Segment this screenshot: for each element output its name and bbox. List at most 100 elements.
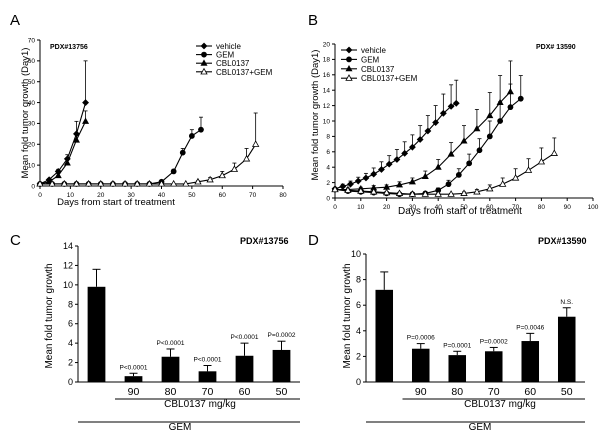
panel-b-point xyxy=(499,180,507,187)
panel-b-point xyxy=(370,170,378,178)
panel-b-point xyxy=(408,143,416,151)
panel-a-y-tick-label: 30 xyxy=(28,121,36,128)
panel-b-point xyxy=(401,149,409,157)
panel-c-pvalue: P<0.0001 xyxy=(193,356,221,363)
panel-c-y-tick-label: 0 xyxy=(68,377,73,387)
panel-d-pvalue: P=0.0002 xyxy=(480,338,508,345)
panel-b-y-tick-label: 4 xyxy=(326,165,330,172)
panel-b-y-tick-label: 16 xyxy=(323,72,331,79)
panel-a-point xyxy=(48,179,56,187)
panel-c-category-label: 60 xyxy=(239,386,251,398)
panel-b-x-tick-label: 70 xyxy=(512,204,520,211)
panel-d-pvalue: P=0.0001 xyxy=(443,342,471,349)
panel-b-point xyxy=(447,190,455,197)
panel-a-x-tick-label: 0 xyxy=(38,192,42,199)
panel-b-point xyxy=(486,184,494,192)
panel-b-x-tick-label: 10 xyxy=(357,204,365,211)
panel-c-bar xyxy=(87,286,106,382)
panel-a-point xyxy=(82,99,89,106)
panel-a-point xyxy=(188,133,195,139)
panel-a-point xyxy=(109,179,117,187)
panel-a-point xyxy=(84,179,93,187)
panel-b-y-tick-label: 8 xyxy=(326,134,330,141)
panel-d-y-tick-label: 0 xyxy=(356,377,361,387)
panel-b-point xyxy=(496,98,504,106)
panel-b-y-tick-label: 2 xyxy=(326,180,330,187)
panel-b-point xyxy=(424,127,432,135)
panel-d-ylabel: Mean fold tumor growth xyxy=(342,263,353,368)
panel-c-pvalue: P<0.0001 xyxy=(230,334,258,341)
panel-d-label: D xyxy=(308,232,319,249)
panel-c-annotation: PDX#13756 xyxy=(240,236,289,246)
panel-b-point xyxy=(339,183,347,190)
panel-c-pvalue: P<0.0001 xyxy=(119,364,147,371)
panel-b-point xyxy=(354,177,362,185)
panel-c-label: C xyxy=(10,232,21,249)
panel-a-y-tick-label: 70 xyxy=(28,37,36,44)
panel-c-y-tick-label: 12 xyxy=(63,260,73,270)
panel-c-y-tick-label: 8 xyxy=(68,299,73,309)
panel-a-y-tick-label: 10 xyxy=(28,162,36,169)
panel-c-y-tick-label: 10 xyxy=(63,280,73,290)
panel-b-legend-marker xyxy=(345,46,353,54)
panel-a-x-tick-label: 20 xyxy=(97,192,105,199)
panel-b-y-tick-label: 10 xyxy=(323,118,331,125)
panel-b-y-tick-label: 14 xyxy=(323,88,331,95)
panel-a: A PDX#13756 Days from start of treatment… xyxy=(10,12,287,208)
panel-b-point xyxy=(408,190,417,197)
panel-c-category-label: 50 xyxy=(276,386,288,398)
panel-d-category-label: 80 xyxy=(451,386,463,398)
panel-b-legend-marker xyxy=(345,64,353,72)
panel-a-series-vehicle xyxy=(36,60,89,188)
panel-b-point xyxy=(537,157,546,165)
panel-b-line-cbl0137 xyxy=(335,91,511,191)
panel-c-y-tick-label: 6 xyxy=(68,319,73,329)
panel-a-point xyxy=(170,168,177,175)
panel-b-point xyxy=(331,185,339,193)
panel-d-pvalue: P=0.0046 xyxy=(516,324,544,331)
panel-c-bar xyxy=(161,356,180,382)
panel-a-annotation: PDX#13756 xyxy=(50,44,88,51)
panel-b-point xyxy=(517,95,524,102)
panel-a-point xyxy=(157,179,166,187)
panel-b-y-tick-label: 20 xyxy=(323,41,331,48)
panel-d-category-label: 60 xyxy=(524,386,536,398)
panel-d-bar xyxy=(448,355,467,382)
panel-d-y-tick-label: 6 xyxy=(356,300,361,310)
panel-b-point xyxy=(455,171,462,178)
panel-b-legend-marker xyxy=(345,74,353,81)
panel-b-point xyxy=(385,160,393,168)
panel-b-annotation: PDX# 13590 xyxy=(536,44,576,51)
panel-b-point xyxy=(447,150,455,157)
panel-b-point xyxy=(378,166,385,173)
panel-b-point xyxy=(421,190,429,197)
panel-a-point xyxy=(121,179,129,187)
panel-a-point xyxy=(82,117,90,124)
panel-b-legend-marker xyxy=(346,56,352,63)
panel-a-x-tick-label: 30 xyxy=(128,192,136,199)
panel-b-point xyxy=(460,189,468,196)
panel-d-y-tick-label: 8 xyxy=(356,275,361,285)
panel-b-point xyxy=(550,149,558,156)
panel-c-ylabel: Mean fold tumor growth xyxy=(44,263,55,368)
panel-c-category-label: 90 xyxy=(128,386,140,398)
panel-b-point xyxy=(393,156,401,163)
panel-c-bar xyxy=(235,355,254,382)
panel-a-xlabel: Days from start of treatment xyxy=(57,197,175,208)
panel-b-point xyxy=(486,133,493,140)
panel-a-y-tick-label: 50 xyxy=(28,79,36,86)
panel-b-legend-label: CBL0137 xyxy=(361,65,395,74)
panel-a-point xyxy=(230,165,239,172)
panel-b-x-tick-label: 60 xyxy=(486,204,494,211)
panel-b-point xyxy=(524,166,533,173)
panel-b-legend-label: CBL0137+GEM xyxy=(361,74,418,83)
panel-c-pvalue: P<0.0001 xyxy=(156,340,184,347)
panel-b-point xyxy=(370,187,378,195)
panel-b-point xyxy=(507,104,514,111)
panel-a-point xyxy=(97,179,105,187)
panel-d-category-label: 70 xyxy=(488,386,500,398)
panel-a-series-gem xyxy=(37,116,204,187)
panel-b-point xyxy=(486,111,494,119)
